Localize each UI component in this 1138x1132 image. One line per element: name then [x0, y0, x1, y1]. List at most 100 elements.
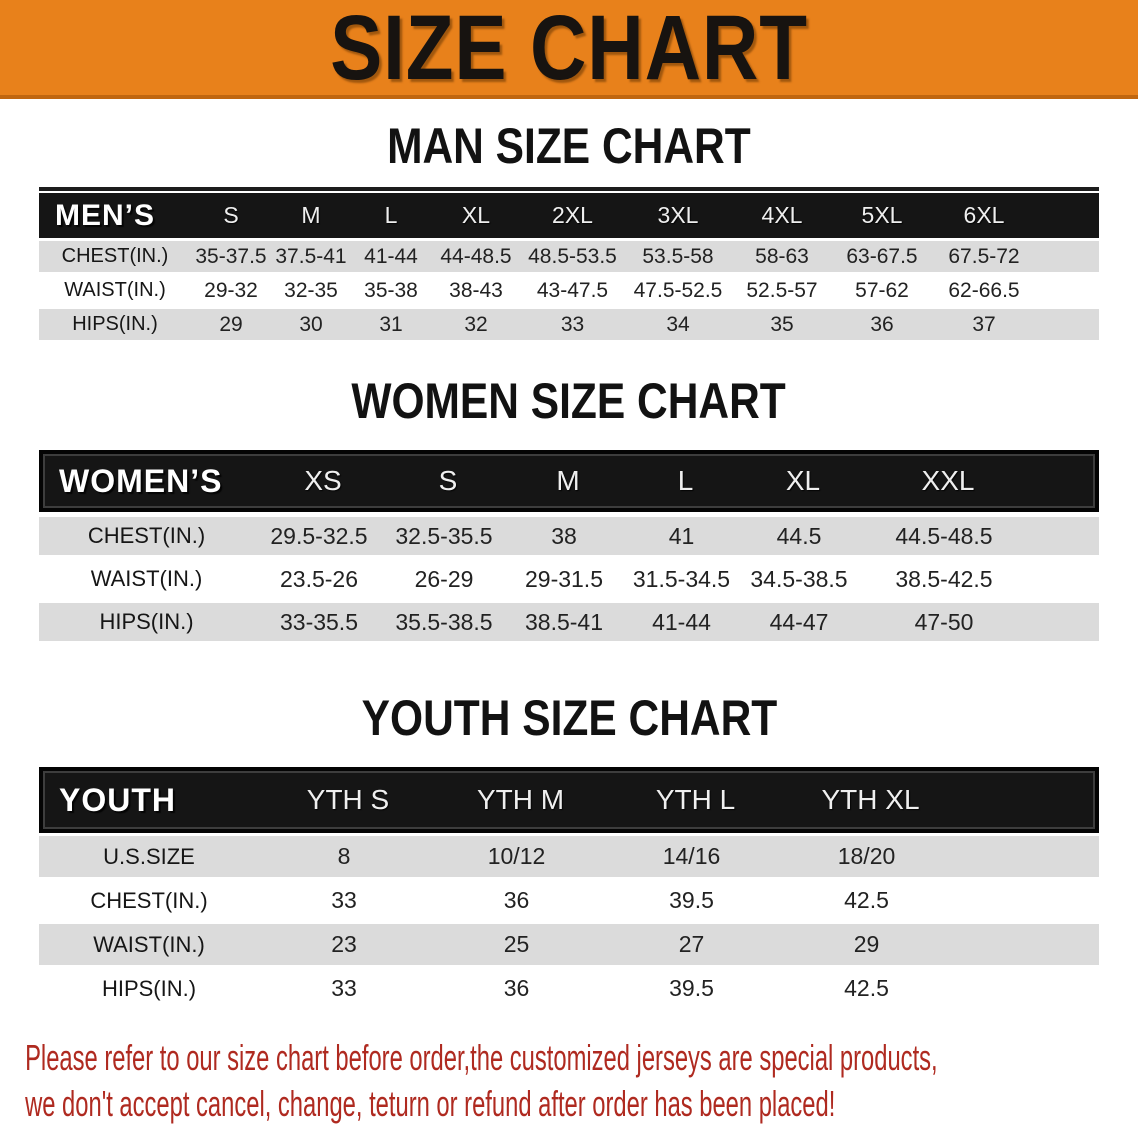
men-value-1-7: 57-62: [855, 278, 909, 302]
men-value-1-5: 47.5-52.5: [633, 278, 723, 302]
women-row-label-2: HIPS(IN.): [99, 609, 194, 634]
men-table-top-rule: [39, 187, 1099, 191]
youth-table-row-3: HIPS(IN.) 33 36 39.5 42.5: [39, 968, 1099, 1009]
men-value-2-3: 32: [464, 312, 488, 336]
women-row-label-1: WAIST(IN.): [90, 566, 203, 591]
women-value-0-2: 38: [551, 522, 577, 549]
men-value-0-1: 37.5-41: [275, 244, 347, 268]
youth-value-3-3: 42.5: [844, 975, 889, 1001]
men-value-0-8: 67.5-72: [948, 244, 1020, 268]
men-row-label-0: CHEST(IN.): [61, 245, 169, 267]
women-column-header-0: XS: [304, 465, 342, 496]
men-value-0-2: 41-44: [364, 244, 418, 268]
youth-column-header-0: YTH S: [306, 784, 390, 815]
youth-value-1-2: 39.5: [669, 887, 714, 913]
men-value-1-1: 32-35: [284, 278, 338, 302]
men-table-body: CHEST(IN.) 35-37.5 37.5-41 41-44 44-48.5 48.5…: [39, 241, 1099, 340]
youth-table-row-0: U.S.SIZE 8 10/12 14/16 18/20: [39, 836, 1099, 877]
men-column-header-5: 3XL: [657, 202, 699, 228]
men-value-0-4: 48.5-53.5: [528, 244, 617, 268]
men-value-1-3: 38-43: [449, 278, 503, 302]
women-value-2-4: 44-47: [769, 608, 829, 635]
youth-value-0-3: 18/20: [837, 843, 896, 869]
men-value-0-6: 58-63: [755, 244, 809, 268]
youth-section-heading: YOUTH SIZE CHART: [0, 690, 1138, 746]
youth-value-0-2: 14/16: [662, 843, 721, 869]
youth-row-label-2: WAIST(IN.): [93, 931, 205, 957]
men-column-header-3: XL: [461, 202, 491, 228]
men-value-1-0: 29-32: [204, 278, 258, 302]
youth-value-0-0: 8: [337, 843, 351, 869]
order-disclaimer: Please refer to our size chart before or…: [0, 1035, 1138, 1127]
men-row-label-1: WAIST(IN.): [64, 279, 166, 301]
men-section-heading-text: MAN SIZE CHART: [387, 118, 751, 174]
women-table-label: WOMEN’S: [59, 462, 223, 499]
youth-table-row-1: CHEST(IN.) 33 36 39.5 42.5: [39, 880, 1099, 921]
men-table-label: MEN’S: [55, 198, 156, 232]
men-row-label-2: HIPS(IN.): [72, 313, 158, 335]
women-column-header-4: XL: [785, 465, 821, 496]
women-table-row-0: CHEST(IN.) 29.5-32.5 32.5-35.5 38 41 44.5 44.5…: [39, 517, 1099, 555]
women-value-2-5: 47-50: [914, 608, 974, 635]
men-value-2-6: 35: [770, 312, 794, 336]
women-value-1-3: 31.5-34.5: [632, 565, 731, 592]
women-value-0-4: 44.5: [776, 522, 822, 549]
youth-table-label: YOUTH: [59, 781, 176, 818]
women-value-2-2: 38.5-41: [524, 608, 603, 635]
youth-table-row-2: WAIST(IN.) 23 25 27 29: [39, 924, 1099, 965]
women-column-header-1: S: [438, 465, 458, 496]
women-value-1-5: 38.5-42.5: [895, 565, 993, 592]
youth-value-2-2: 27: [678, 931, 705, 957]
youth-row-label-1: CHEST(IN.): [90, 887, 208, 913]
youth-value-1-3: 42.5: [844, 887, 889, 913]
youth-column-header-2: YTH L: [655, 784, 736, 815]
women-value-0-0: 29.5-32.5: [270, 522, 368, 549]
men-value-0-5: 53.5-58: [642, 244, 714, 268]
men-size-table: MEN’S S M L XL 2XL 3XL 4XL 5XL 6XL CHEST(IN.) 35-3…: [39, 187, 1099, 340]
women-value-2-0: 33-35.5: [279, 608, 358, 635]
men-column-header-6: 4XL: [761, 202, 803, 228]
men-value-1-2: 35-38: [364, 278, 418, 302]
men-column-header-1: M: [301, 202, 321, 228]
youth-value-1-0: 33: [331, 887, 357, 913]
youth-value-2-3: 29: [853, 931, 880, 957]
men-value-2-4: 33: [560, 312, 585, 336]
youth-value-0-1: 10/12: [487, 843, 546, 869]
women-value-0-3: 41: [668, 522, 695, 549]
women-table-row-1: WAIST(IN.) 23.5-26 26-29 29-31.5 31.5-34.5 34…: [39, 560, 1099, 598]
men-value-0-7: 63-67.5: [846, 244, 918, 268]
size-chart-banner: SIZE CHART: [0, 0, 1138, 99]
women-section-heading-text: WOMEN SIZE CHART: [351, 373, 787, 429]
youth-section-heading-text: YOUTH SIZE CHART: [361, 690, 777, 746]
women-value-1-2: 29-31.5: [524, 565, 603, 592]
banner-title: SIZE CHART: [330, 0, 808, 99]
youth-table-body: U.S.SIZE 8 10/12 14/16 18/20 CHEST(IN.) 33 36 39…: [39, 836, 1099, 1009]
women-size-table: WOMEN’S XS S M L XL XXL CHEST(IN.) 29.5-32.5 32.…: [39, 450, 1099, 641]
women-value-1-0: 23.5-26: [279, 565, 358, 592]
youth-column-header-3: YTH XL: [821, 784, 920, 815]
men-table-row-1: WAIST(IN.) 29-32 32-35 35-38 38-43 43-47.5 47.…: [39, 275, 1099, 306]
women-table-row-2: HIPS(IN.) 33-35.5 35.5-38.5 38.5-41 41-44 44-…: [39, 603, 1099, 641]
youth-size-table: YOUTH YTH S YTH M YTH L YTH XL U.S.SIZE 8 10/1…: [39, 767, 1099, 1009]
women-value-2-3: 41-44: [652, 608, 711, 635]
youth-value-2-0: 23: [331, 931, 357, 957]
youth-value-2-1: 25: [503, 931, 530, 957]
women-row-label-0: CHEST(IN.): [87, 523, 206, 548]
men-value-1-4: 43-47.5: [536, 278, 609, 302]
men-column-header-2: L: [384, 202, 398, 228]
men-column-header-4: 2XL: [552, 202, 593, 228]
youth-row-label-3: HIPS(IN.): [101, 975, 197, 1001]
disclaimer-line-1: Please refer to our size chart before or…: [25, 1037, 938, 1078]
women-table-header-row: WOMEN’S XS S M L XL XXL: [39, 450, 1099, 512]
women-value-1-4: 34.5-38.5: [750, 565, 848, 592]
youth-row-label-0: U.S.SIZE: [103, 843, 195, 869]
men-value-2-5: 34: [666, 312, 690, 336]
women-value-2-1: 35.5-38.5: [395, 608, 493, 635]
disclaimer-line-2: we don't accept cancel, change, teturn o…: [25, 1083, 836, 1124]
men-value-2-8: 37: [972, 312, 996, 336]
youth-value-3-1: 36: [503, 975, 530, 1001]
men-value-0-0: 35-37.5: [195, 244, 267, 268]
youth-column-header-1: YTH M: [476, 784, 565, 815]
men-column-header-0: S: [223, 202, 239, 228]
women-column-header-2: M: [556, 465, 580, 496]
